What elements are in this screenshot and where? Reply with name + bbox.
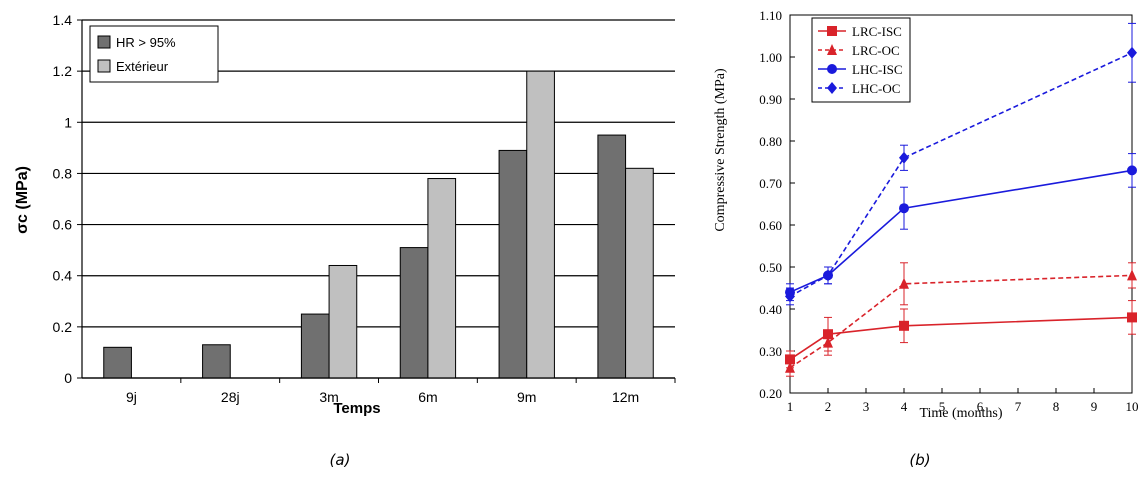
b-y-tick-label: 0.90 [759,92,782,107]
b-marker-triangle [823,336,833,348]
b-legend-label: LHC-OC [852,81,900,96]
a-x-tick-label: 3m [319,389,338,405]
b-y-tick-label: 1.00 [759,50,782,65]
b-series-lhc-oc [785,22,1137,306]
b-legend-label: LRC-OC [852,43,900,58]
b-series-line [789,52,1133,298]
b-y-tick-label: 0.30 [759,344,782,359]
b-x-tick-label: 4 [901,399,908,414]
b-axes [789,14,1133,394]
b-y-tick-label: 0.80 [759,134,782,149]
b-series [785,22,1137,377]
a-bar-exterieur [526,70,555,379]
a-x-tick-label: 28j [221,389,240,405]
a-y-tick-label: 0.8 [53,165,73,181]
b-series-line [789,169,1133,293]
b-x-tick-label: 3 [863,399,870,414]
a-y-tick-label: 0 [64,370,72,386]
a-bar-hr [103,346,132,379]
b-x-tick-label: 5 [939,399,946,414]
a-y-tick-label: 0.6 [53,217,73,233]
b-x-tick-label: 2 [825,399,832,414]
bar-chart-a: 0 0.2 0.4 0.6 0.8 1 1.2 1.4 9j 28j 3m 6m 9m 12m σc (… [14,12,676,469]
a-bar-hr [202,344,231,379]
a-bar-hr [300,313,330,379]
b-marker-triangle [899,277,909,289]
a-bar-exterieur [625,167,654,379]
b-x-tick-label: 10 [1126,399,1139,414]
a-legend: HR > 95% Extérieur [89,25,219,83]
b-y-tick-label: 0.70 [759,176,782,191]
b-y-tick-label: 0.40 [759,302,782,317]
a-legend-box [89,25,219,83]
a-bar-hr [597,134,627,379]
b-marker-diamond [1127,46,1137,59]
b-y-tick-label: 0.20 [759,386,782,401]
b-x-tick-label: 7 [1015,399,1022,414]
a-caption: (a) [330,451,351,469]
a-axes [77,19,676,383]
b-y-tick-label: 1.10 [759,8,782,23]
a-x-tick-label: 6m [418,389,437,405]
a-x-tick-label: 9j [126,389,137,405]
b-y-tick-labels: 0.20 0.30 0.40 0.50 0.60 0.70 0.80 0.90 1.00 1.10 [759,8,782,401]
a-x-tick-label: 12m [612,389,639,405]
b-marker-diamond [827,82,837,94]
b-y-axis-label: Compressive Strength (MPa) [713,68,728,232]
b-marker-diamond [823,269,833,282]
a-bar-exterieur [328,264,358,379]
a-x-axis-label: Temps [333,400,380,417]
b-marker-square [899,320,909,331]
a-x-tick-label: 9m [517,389,536,405]
b-series-lrc-oc [785,262,1137,377]
b-y-tick-label: 0.60 [759,218,782,233]
a-legend-label: HR > 95% [116,35,176,50]
a-bar-exterieur [427,178,457,379]
b-marker-circle [827,64,837,74]
b-x-tick-label: 9 [1091,399,1098,414]
b-marker-triangle [785,361,795,373]
a-y-tick-label: 1.4 [53,12,73,28]
a-y-axis-label: σc (MPa) [14,166,31,234]
b-marker-square [1127,312,1137,323]
b-x-tick-label: 6 [977,399,984,414]
b-marker-diamond [899,151,909,164]
b-plot-frame [789,14,1133,394]
b-marker-circle [1127,165,1137,176]
b-marker-diamond [785,290,795,303]
b-x-axis-label: Time (months) [919,406,1002,421]
a-y-tick-labels: 0 0.2 0.4 0.6 0.8 1 1.2 1.4 [53,12,73,386]
b-x-tick-labels: 1 2 3 4 5 6 7 8 9 10 [787,399,1139,414]
b-marker-circle [899,203,909,214]
b-legend: LRC-ISC LRC-OC LHC-ISC LHC-OC [811,17,911,103]
a-bar-hr [498,149,528,379]
line-chart-b: 0.20 0.30 0.40 0.50 0.60 0.70 0.80 0.90 1.00 1.10… [713,8,1139,469]
b-legend-label: LHC-ISC [852,62,903,77]
a-y-tick-label: 1 [64,114,72,130]
b-x-tick-label: 8 [1053,399,1060,414]
a-legend-label: Extérieur [116,59,169,74]
a-bars [103,70,654,379]
a-x-tick-labels: 9j 28j 3m 6m 9m 12m [126,389,639,405]
a-y-tick-label: 0.4 [53,268,73,284]
a-bar-hr [399,247,429,379]
a-legend-swatch [97,59,111,73]
a-legend-swatch [97,35,111,49]
b-y-tick-label: 0.50 [759,260,782,275]
b-marker-square [827,26,837,36]
b-series-line [789,316,1133,361]
b-marker-triangle [827,44,837,55]
b-caption: (b) [909,451,930,469]
b-series-line [789,274,1133,369]
b-series-lhc-isc [785,153,1137,302]
a-y-tick-label: 0.2 [53,319,73,335]
b-legend-label: LRC-ISC [852,24,902,39]
b-x-tick-label: 1 [787,399,794,414]
a-y-tick-label: 1.2 [53,63,73,79]
b-marker-triangle [1127,269,1137,281]
